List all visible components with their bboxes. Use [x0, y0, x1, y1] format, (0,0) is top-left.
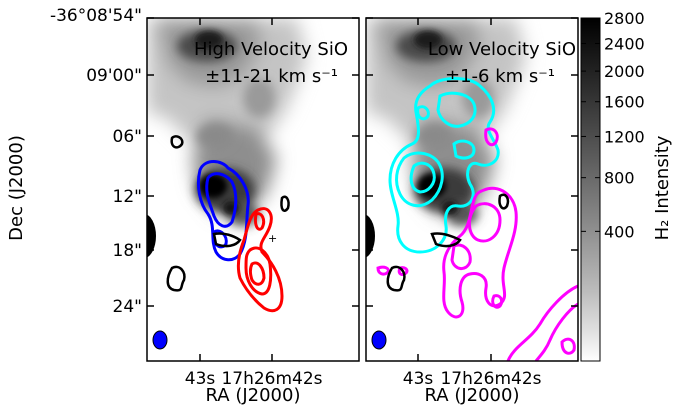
colorbar-label: H₂ Intensity: [652, 135, 673, 240]
right-beam-ellipse: [371, 330, 387, 350]
left-red-contours: [236, 207, 284, 313]
y-tick-label: 18": [113, 241, 142, 261]
colorbar-tick-label: 800: [604, 169, 635, 188]
left-h2-image: +: [147, 18, 359, 361]
colorbar-gradient: [580, 17, 601, 362]
left-panel: + High Velocity SiO ±11-21 km s⁻¹ 43s 17h…: [50, 6, 360, 389]
right-black-contours: [386, 193, 510, 292]
left-star-marker: +: [268, 232, 277, 245]
left-panel-subtitle: ±11-21 km s⁻¹: [205, 66, 338, 87]
colorbar-tick-label: 1600: [604, 93, 645, 112]
colorbar-tick-label: 2400: [604, 34, 645, 53]
right-cyan-contours: [388, 77, 500, 254]
right-panel-title: Low Velocity SiO: [428, 39, 576, 60]
left-panel-frame: [146, 17, 360, 362]
left-ticks: 43s 17h26m42s -36°08'54" 09'00" 06" 12" 18" 24": [50, 6, 359, 389]
left-x-axis-label: RA (J2000): [206, 385, 301, 406]
colorbar-tick-label: 400: [604, 222, 635, 241]
y-axis-label: Dec (J2000): [6, 135, 27, 241]
left-panel-title: High Velocity SiO: [194, 39, 348, 60]
y-tick-label: 06": [113, 127, 142, 147]
left-edge-source: [147, 214, 156, 258]
x-tick-label: 17h26m42s: [221, 369, 322, 389]
right-edge-source: [366, 214, 375, 258]
y-tick-label: 12": [113, 187, 142, 207]
x-tick-label: 17h26m42s: [440, 369, 541, 389]
right-panel-subtitle: ±1-6 km s⁻¹: [445, 66, 555, 87]
colorbar-ticks: 2800 2400 2000 1600 1200 800 400: [581, 9, 645, 241]
y-tick-label: 24": [113, 297, 142, 317]
colorbar: 2800 2400 2000 1600 1200 800 400 H₂ Intensity: [580, 9, 673, 362]
right-panel-frame: [365, 17, 579, 362]
x-tick-label: 43s: [185, 369, 216, 389]
right-h2-image: [366, 18, 578, 361]
right-panel: Low Velocity SiO ±1-6 km s⁻¹ 43s 17h26m42…: [365, 17, 579, 389]
right-ticks: 43s 17h26m42s: [366, 17, 578, 389]
left-black-contours: [166, 135, 290, 292]
colorbar-tick-label: 1200: [604, 127, 645, 146]
y-tick-label: 09'00": [86, 66, 142, 86]
x-tick-label: 43s: [403, 369, 434, 389]
right-magenta-contours: [376, 127, 578, 361]
colorbar-tick-label: 2800: [604, 9, 645, 28]
colorbar-tick-label: 2000: [604, 62, 645, 81]
left-beam-ellipse: [152, 330, 168, 350]
y-tick-label: -36°08'54": [50, 6, 142, 26]
right-x-axis-label: RA (J2000): [425, 385, 520, 406]
